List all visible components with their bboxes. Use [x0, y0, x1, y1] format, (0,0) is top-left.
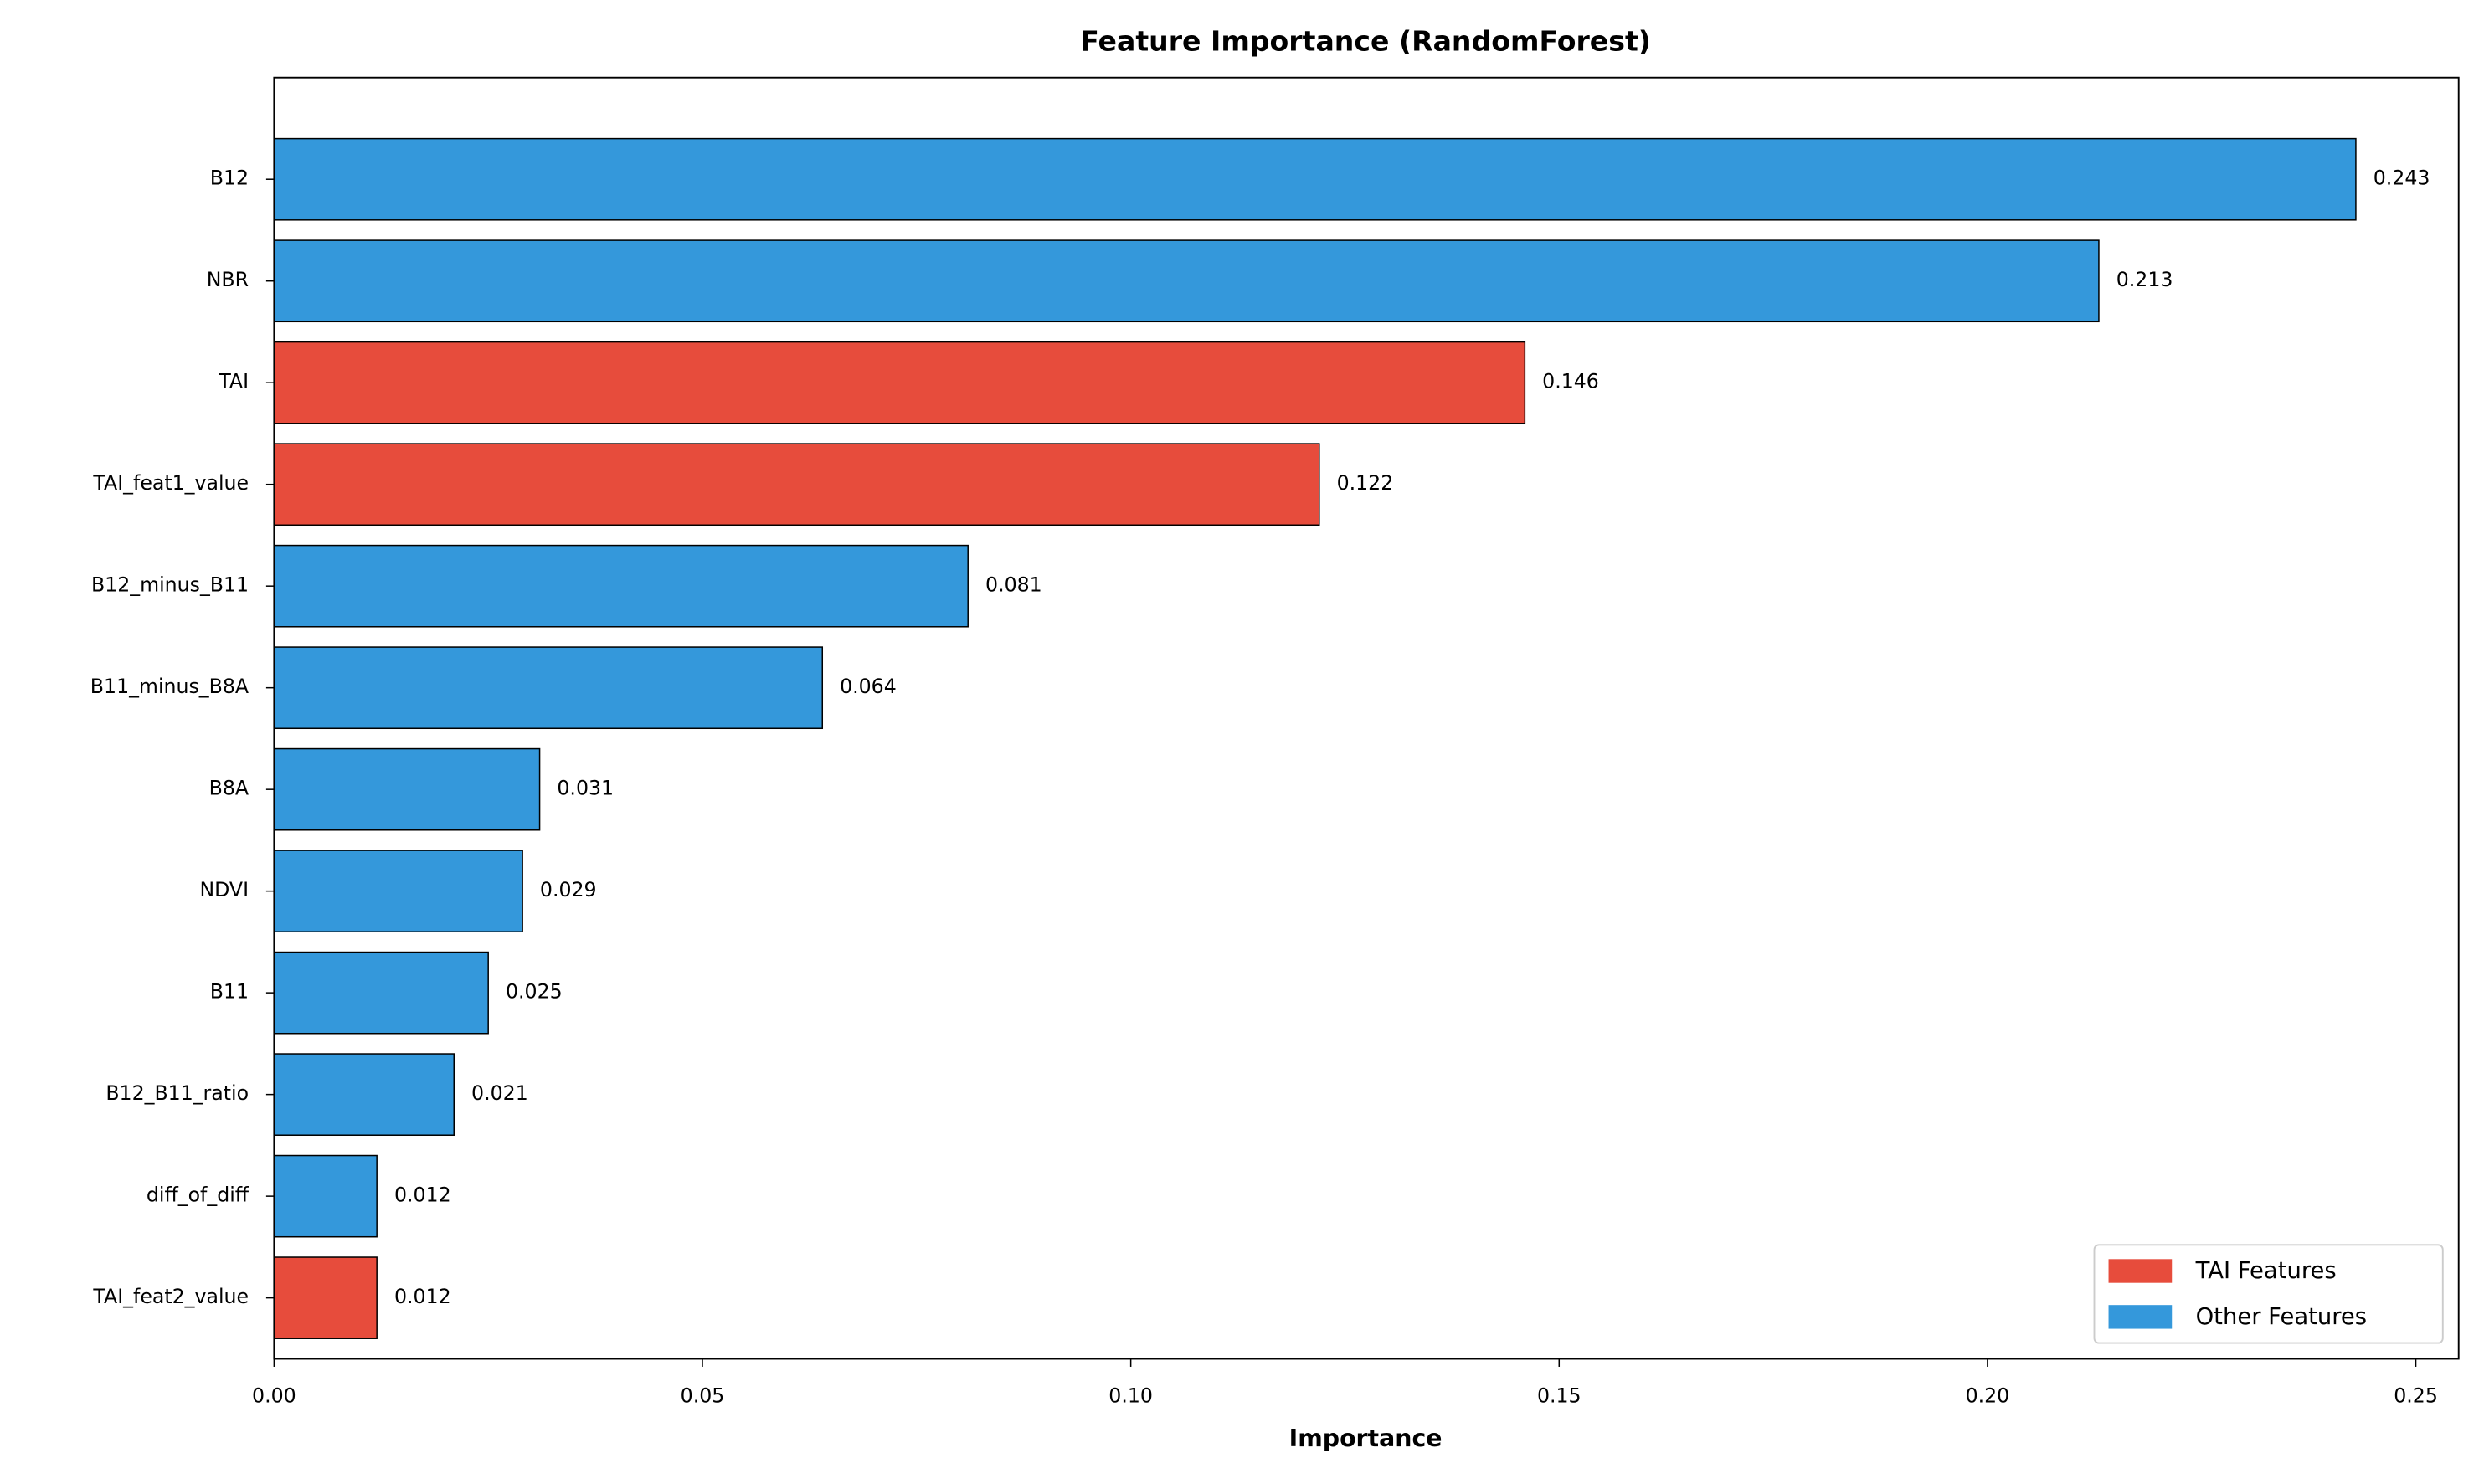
y-tick-label: TAI: [218, 370, 249, 393]
y-tick-label: TAI_feat2_value: [92, 1285, 249, 1308]
legend-swatch: [2108, 1305, 2173, 1329]
bar: [273, 341, 1526, 424]
value-label: 0.012: [394, 1285, 451, 1308]
x-axis-label: Importance: [1289, 1425, 1443, 1452]
value-label: 0.029: [540, 878, 597, 901]
y-tick-label: TAI_feat1_value: [92, 471, 249, 495]
value-label: 0.122: [1337, 471, 1394, 495]
x-tick-label: 0.10: [1108, 1384, 1153, 1407]
bar: [273, 137, 2357, 221]
bar: [273, 850, 523, 933]
x-tick-label: 0.15: [1537, 1384, 1581, 1407]
y-tick-label: diff_of_diff: [147, 1184, 249, 1207]
chart-title: Feature Importance (RandomForest): [1080, 25, 1651, 58]
value-label: 0.064: [840, 675, 897, 698]
x-tick-label: 0.25: [2394, 1384, 2438, 1407]
bar: [273, 1053, 455, 1136]
y-tick-label: B12_B11_ratio: [105, 1081, 249, 1105]
value-label: 0.243: [2373, 167, 2430, 190]
bar: [273, 747, 541, 831]
value-label: 0.021: [471, 1081, 528, 1105]
y-tick-label: B12: [210, 167, 249, 190]
bar: [273, 443, 1320, 526]
value-label: 0.031: [557, 777, 614, 800]
plot-frame: [273, 76, 2460, 1360]
value-label: 0.025: [506, 980, 563, 1004]
bar: [273, 951, 489, 1035]
bar: [273, 544, 969, 628]
y-tick-label: NBR: [207, 268, 249, 291]
value-label: 0.081: [985, 573, 1042, 597]
value-label: 0.213: [2116, 268, 2173, 291]
legend-swatch: [2108, 1259, 2173, 1283]
value-label: 0.012: [394, 1184, 451, 1207]
legend-label: TAI Features: [2195, 1258, 2337, 1284]
x-tick-label: 0.00: [252, 1384, 296, 1407]
bar: [273, 239, 2100, 323]
legend-box: [2093, 1244, 2444, 1344]
x-tick-label: 0.05: [681, 1384, 725, 1407]
y-tick-label: B8A: [209, 777, 249, 800]
y-tick-label: B11: [210, 980, 249, 1004]
y-tick-label: NDVI: [199, 878, 249, 901]
y-tick-label: B12_minus_B11: [91, 573, 249, 597]
bar: [273, 1154, 378, 1238]
legend-label: Other Features: [2196, 1304, 2368, 1330]
value-label: 0.146: [1542, 370, 1599, 393]
bar: [273, 646, 824, 730]
bar: [273, 1256, 378, 1339]
y-tick-label: B11_minus_B8A: [90, 675, 249, 698]
x-tick-label: 0.20: [1966, 1384, 2010, 1407]
